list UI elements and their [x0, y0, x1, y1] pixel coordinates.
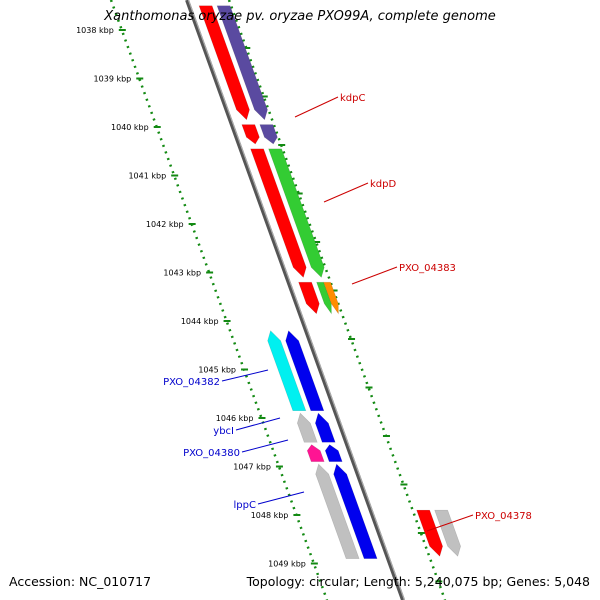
- gene-label-PXO_04380: PXO_04380: [183, 448, 240, 459]
- gene-forward-g-f-1: [198, 5, 250, 121]
- gene-forward-g-f-4: [259, 124, 278, 145]
- ruler-tick-label: 1038 kbp: [76, 26, 114, 35]
- topology-text: Topology: circular; Length: 5,240,075 bp…: [246, 574, 590, 589]
- gene-label-ybcI: ybcI: [213, 426, 234, 437]
- label-leader-PXO_04382: [221, 369, 269, 382]
- ruler-tick-label: 1049 kbp: [268, 560, 306, 569]
- gene-reverse-g-r-5: [306, 444, 325, 462]
- ruler-tick-label: 1039 kbp: [94, 75, 132, 84]
- gene-reverse-g-r-7: [315, 463, 360, 559]
- ruler-tick-label: 1044 kbp: [181, 317, 219, 326]
- left-boundary-dots: [109, 0, 329, 600]
- ruler-tick-label: 1040 kbp: [111, 123, 149, 132]
- gene-reverse-g-r-1: [267, 330, 307, 412]
- ruler-tick-label: 1046 kbp: [216, 414, 254, 423]
- gene-label-lppC: lppC: [234, 500, 256, 511]
- gene-label-PXO_04383: PXO_04383: [399, 263, 456, 274]
- gene-reverse-g-r-2: [285, 330, 325, 412]
- ruler-tick-label: 1042 kbp: [146, 220, 184, 229]
- gene-reverse-g-r-6: [324, 444, 343, 462]
- gene-forward-far-g-ff-2: [434, 509, 461, 557]
- label-leader-kdpC: [294, 96, 339, 118]
- gene-forward-g-f-7: [298, 281, 320, 315]
- ruler-tick-label: 1045 kbp: [198, 366, 236, 375]
- gene-label-PXO_04382: PXO_04382: [163, 377, 220, 388]
- gene-forward-g-f-8: [316, 281, 332, 315]
- ruler-tick-label: 1041 kbp: [128, 172, 166, 181]
- ruler-tick-label: 1043 kbp: [163, 269, 201, 278]
- gene-forward-g-f-3: [241, 124, 260, 145]
- label-leader-PXO_04383: [351, 266, 398, 285]
- label-leader-PXO_04378: [426, 514, 474, 532]
- label-leader-ybcI: [235, 417, 281, 431]
- gene-forward-g-f-6: [268, 148, 325, 278]
- gene-forward-g-f-2: [216, 5, 268, 121]
- gene-forward-g-f-9: [323, 281, 339, 315]
- gene-forward-far-g-ff-1: [416, 509, 443, 557]
- gene-reverse-g-r-3: [297, 412, 318, 443]
- ruler-tick-label: 1047 kbp: [233, 463, 271, 472]
- backbone-highlight: [187, 0, 406, 600]
- label-leader-kdpD: [323, 182, 369, 203]
- label-leader-lppC: [257, 491, 305, 505]
- accession-text: Accession: NC_010717: [9, 574, 152, 589]
- label-leader-PXO_04380: [241, 439, 289, 453]
- backbone-line: [185, 0, 405, 600]
- right-boundary-dots: [227, 0, 447, 600]
- gene-reverse-g-r-4: [315, 412, 336, 443]
- gene-reverse-g-r-8: [333, 463, 378, 559]
- gene-label-kdpC: kdpC: [340, 93, 365, 104]
- gene-label-kdpD: kdpD: [370, 179, 396, 190]
- ruler-tick-label: 1048 kbp: [251, 511, 289, 520]
- gene-forward-g-f-5: [250, 148, 307, 278]
- map-title: Xanthomonas oryzae pv. oryzae PXO99A, co…: [104, 9, 496, 24]
- gene-label-PXO_04378: PXO_04378: [475, 511, 532, 522]
